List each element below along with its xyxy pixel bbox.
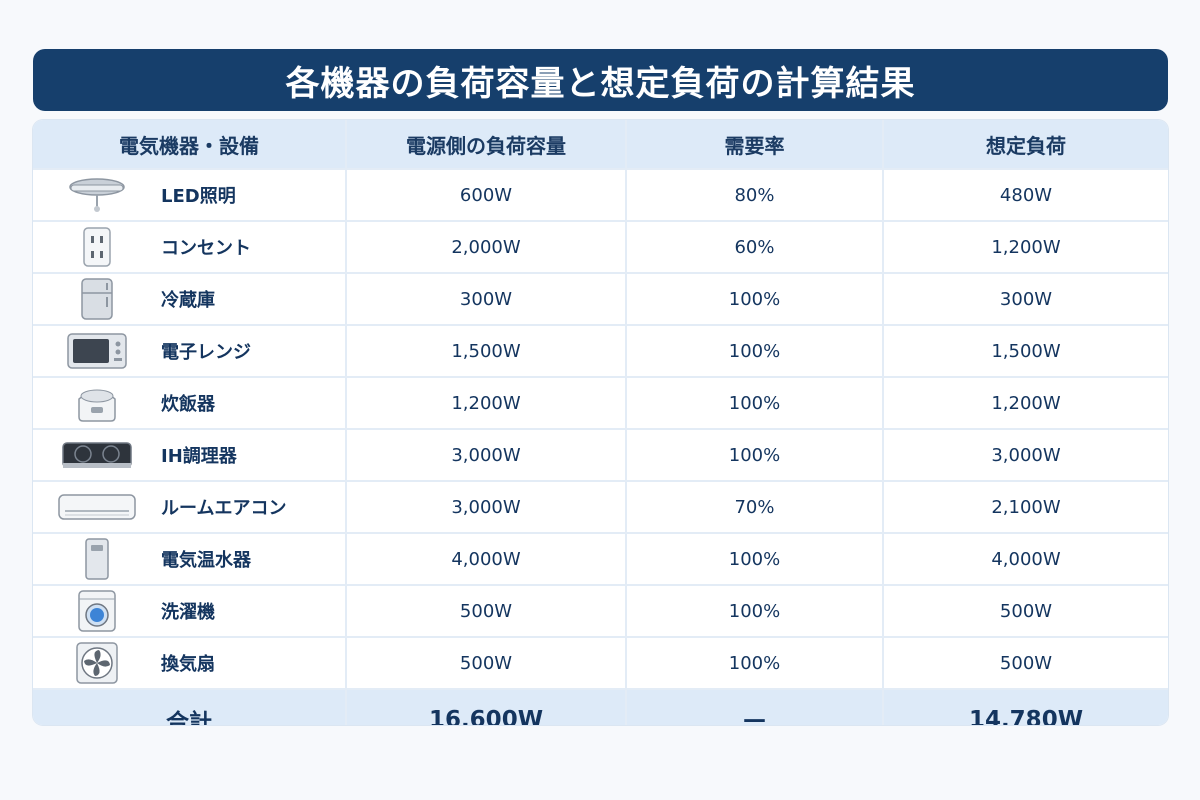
microwave-icon bbox=[33, 331, 161, 371]
capacity-cell: 600W bbox=[346, 169, 627, 222]
capacity-cell: 500W bbox=[346, 637, 627, 690]
device-label: 電子レンジ bbox=[161, 342, 251, 363]
air-conditioner-icon bbox=[33, 491, 161, 523]
device-label: 洗濯機 bbox=[161, 602, 215, 623]
capacity-cell: 1,500W bbox=[346, 325, 627, 378]
table-row: 冷蔵庫 300W 100% 300W bbox=[33, 273, 1168, 326]
rate-cell: 70% bbox=[626, 481, 884, 534]
device-cell: 洗濯機 bbox=[33, 585, 347, 638]
refrigerator-icon bbox=[33, 277, 161, 321]
device-label: 炊飯器 bbox=[161, 394, 215, 415]
device-cell: 換気扇 bbox=[33, 637, 347, 690]
rice-cooker-icon bbox=[33, 381, 161, 425]
rate-cell: 100% bbox=[626, 429, 884, 482]
load-cell: 3,000W bbox=[883, 429, 1168, 482]
total-label: 合計 bbox=[33, 689, 347, 725]
device-label: コンセント bbox=[161, 238, 251, 259]
capacity-cell: 3,000W bbox=[346, 429, 627, 482]
water-heater-icon bbox=[33, 537, 161, 581]
load-cell: 500W bbox=[883, 637, 1168, 690]
header-device: 電気機器・設備 bbox=[33, 120, 347, 170]
capacity-cell: 4,000W bbox=[346, 533, 627, 586]
load-cell: 1,200W bbox=[883, 221, 1168, 274]
device-cell: 冷蔵庫 bbox=[33, 273, 347, 326]
ih-cooktop-icon bbox=[33, 437, 161, 473]
table-row: IH調理器 3,000W 100% 3,000W bbox=[33, 429, 1168, 482]
load-cell: 300W bbox=[883, 273, 1168, 326]
device-label: LED照明 bbox=[161, 186, 236, 207]
load-cell: 1,500W bbox=[883, 325, 1168, 378]
rate-cell: 100% bbox=[626, 533, 884, 586]
ceiling-light-icon bbox=[33, 175, 161, 215]
device-label: ルームエアコン bbox=[161, 498, 287, 519]
device-cell: LED照明 bbox=[33, 169, 347, 222]
device-cell: 炊飯器 bbox=[33, 377, 347, 430]
table-row: ルームエアコン 3,000W 70% 2,100W bbox=[33, 481, 1168, 534]
rate-cell: 100% bbox=[626, 637, 884, 690]
load-table: 電気機器・設備 電源側の負荷容量 需要率 想定負荷 LED照明 600W 80%… bbox=[33, 120, 1168, 725]
load-cell: 480W bbox=[883, 169, 1168, 222]
capacity-cell: 3,000W bbox=[346, 481, 627, 534]
header-expected-load: 想定負荷 bbox=[883, 120, 1168, 170]
load-cell: 1,200W bbox=[883, 377, 1168, 430]
table-row: LED照明 600W 80% 480W bbox=[33, 169, 1168, 222]
outlet-icon bbox=[33, 226, 161, 268]
device-cell: 電気温水器 bbox=[33, 533, 347, 586]
device-label: 電気温水器 bbox=[161, 550, 251, 571]
capacity-cell: 1,200W bbox=[346, 377, 627, 430]
rate-cell: 100% bbox=[626, 377, 884, 430]
rate-cell: 100% bbox=[626, 273, 884, 326]
table-row: 洗濯機 500W 100% 500W bbox=[33, 585, 1168, 638]
header-row: 電気機器・設備 電源側の負荷容量 需要率 想定負荷 bbox=[33, 120, 1168, 170]
table-row: 換気扇 500W 100% 500W bbox=[33, 637, 1168, 690]
table-row: 電子レンジ 1,500W 100% 1,500W bbox=[33, 325, 1168, 378]
rate-cell: 100% bbox=[626, 585, 884, 638]
total-load: 14,780W bbox=[883, 689, 1168, 725]
device-label: IH調理器 bbox=[161, 446, 237, 467]
device-label: 換気扇 bbox=[161, 654, 215, 675]
device-label: 冷蔵庫 bbox=[161, 290, 215, 311]
load-cell: 4,000W bbox=[883, 533, 1168, 586]
load-cell: 500W bbox=[883, 585, 1168, 638]
page-title: 各機器の負荷容量と想定負荷の計算結果 bbox=[33, 49, 1168, 111]
total-row: 合計 16,600W — 14,780W bbox=[33, 689, 1168, 725]
device-cell: 電子レンジ bbox=[33, 325, 347, 378]
capacity-cell: 2,000W bbox=[346, 221, 627, 274]
capacity-cell: 500W bbox=[346, 585, 627, 638]
total-capacity: 16,600W bbox=[346, 689, 627, 725]
rate-cell: 80% bbox=[626, 169, 884, 222]
ventilation-fan-icon bbox=[33, 641, 161, 685]
device-cell: コンセント bbox=[33, 221, 347, 274]
table-row: 炊飯器 1,200W 100% 1,200W bbox=[33, 377, 1168, 430]
device-cell: ルームエアコン bbox=[33, 481, 347, 534]
total-rate: — bbox=[626, 689, 884, 725]
device-cell: IH調理器 bbox=[33, 429, 347, 482]
header-capacity: 電源側の負荷容量 bbox=[346, 120, 627, 170]
table-row: 電気温水器 4,000W 100% 4,000W bbox=[33, 533, 1168, 586]
rate-cell: 60% bbox=[626, 221, 884, 274]
header-demand-rate: 需要率 bbox=[626, 120, 884, 170]
load-cell: 2,100W bbox=[883, 481, 1168, 534]
table-row: コンセント 2,000W 60% 1,200W bbox=[33, 221, 1168, 274]
washing-machine-icon bbox=[33, 589, 161, 633]
rate-cell: 100% bbox=[626, 325, 884, 378]
capacity-cell: 300W bbox=[346, 273, 627, 326]
